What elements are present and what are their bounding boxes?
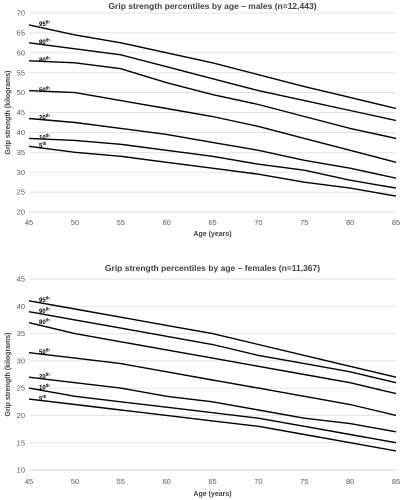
series-label-90: 90th xyxy=(39,306,50,315)
x-tick-label: 80 xyxy=(346,477,354,486)
series-line-5 xyxy=(28,145,397,197)
y-tick-label: 15 xyxy=(17,438,25,447)
x-tick-label: 60 xyxy=(162,218,170,227)
y-tick-label: 40 xyxy=(17,302,25,311)
series-line-80 xyxy=(28,322,397,395)
y-tick-label: 20 xyxy=(17,208,25,217)
series-line-90 xyxy=(28,311,397,384)
x-tick-label: 50 xyxy=(71,477,79,486)
series-line-10 xyxy=(28,387,397,444)
series-label-50: 50th xyxy=(39,85,50,94)
series-label-80: 80th xyxy=(39,55,50,64)
x-tick-label: 45 xyxy=(25,477,33,486)
x-tick-label: 65 xyxy=(208,477,216,486)
y-tick-label: 25 xyxy=(17,188,25,197)
series-line-95 xyxy=(28,300,397,378)
series-line-50 xyxy=(28,352,397,417)
x-tick-label: 60 xyxy=(162,477,170,486)
x-tick-label: 55 xyxy=(117,218,125,227)
y-tick-label: 20 xyxy=(17,411,25,420)
x-tick-label: 45 xyxy=(25,218,33,227)
chart-1: Grip strength percentiles by age – femal… xyxy=(5,263,400,498)
series-label-90: 90th xyxy=(39,38,50,47)
series-line-10 xyxy=(28,137,397,189)
y-tick-label: 45 xyxy=(17,275,25,284)
y-tick-label: 30 xyxy=(17,168,25,177)
series-label-20: 20th xyxy=(39,113,50,122)
series-label-80: 80th xyxy=(39,317,50,326)
series-label-10: 10th xyxy=(39,133,50,142)
series-label-95: 95th xyxy=(39,20,50,29)
x-tick-label: 65 xyxy=(208,218,216,227)
y-tick-label: 35 xyxy=(17,329,25,338)
x-tick-label: 55 xyxy=(117,477,125,486)
y-axis-label: Grip strength (kilograms) xyxy=(5,332,12,416)
y-tick-label: 40 xyxy=(17,128,25,137)
x-tick-label: 70 xyxy=(254,477,262,486)
chart-title: Grip strength percentiles by age – femal… xyxy=(105,263,320,273)
series-line-95 xyxy=(28,24,397,110)
series-line-80 xyxy=(28,60,397,140)
series-line-5 xyxy=(28,398,397,452)
y-tick-label: 35 xyxy=(17,148,25,157)
series-line-20 xyxy=(28,117,397,179)
x-axis-label: Age (years) xyxy=(193,231,231,238)
chart-title: Grip strength percentiles by age – males… xyxy=(108,1,316,11)
series-label-5: 5th xyxy=(39,394,47,403)
x-tick-label: 85 xyxy=(392,477,400,486)
chart-0: Grip strength percentiles by age – males… xyxy=(5,1,400,238)
series-label-50: 50th xyxy=(39,347,50,356)
x-tick-label: 75 xyxy=(300,218,308,227)
x-tick-label: 85 xyxy=(392,218,400,227)
series-label-95: 95th xyxy=(39,296,50,305)
y-tick-label: 65 xyxy=(17,29,25,38)
y-tick-label: 30 xyxy=(17,356,25,365)
series-label-5: 5th xyxy=(39,141,47,150)
y-tick-label: 55 xyxy=(17,68,25,77)
series-line-90 xyxy=(28,42,397,122)
x-axis-label: Age (years) xyxy=(193,491,231,498)
y-tick-label: 45 xyxy=(17,108,25,117)
series-line-20 xyxy=(28,376,397,433)
y-tick-label: 10 xyxy=(17,466,25,475)
series-line-50 xyxy=(28,89,397,163)
y-axis-label: Grip strength (kilograms) xyxy=(5,70,12,154)
y-tick-label: 60 xyxy=(17,48,25,57)
x-tick-label: 75 xyxy=(300,477,308,486)
y-tick-label: 50 xyxy=(17,88,25,97)
series-label-20: 20th xyxy=(39,372,50,381)
y-tick-label: 70 xyxy=(17,9,25,18)
y-tick-label: 25 xyxy=(17,384,25,393)
series-label-10: 10th xyxy=(39,383,50,392)
x-tick-label: 50 xyxy=(71,218,79,227)
x-tick-label: 70 xyxy=(254,218,262,227)
x-tick-label: 80 xyxy=(346,218,354,227)
